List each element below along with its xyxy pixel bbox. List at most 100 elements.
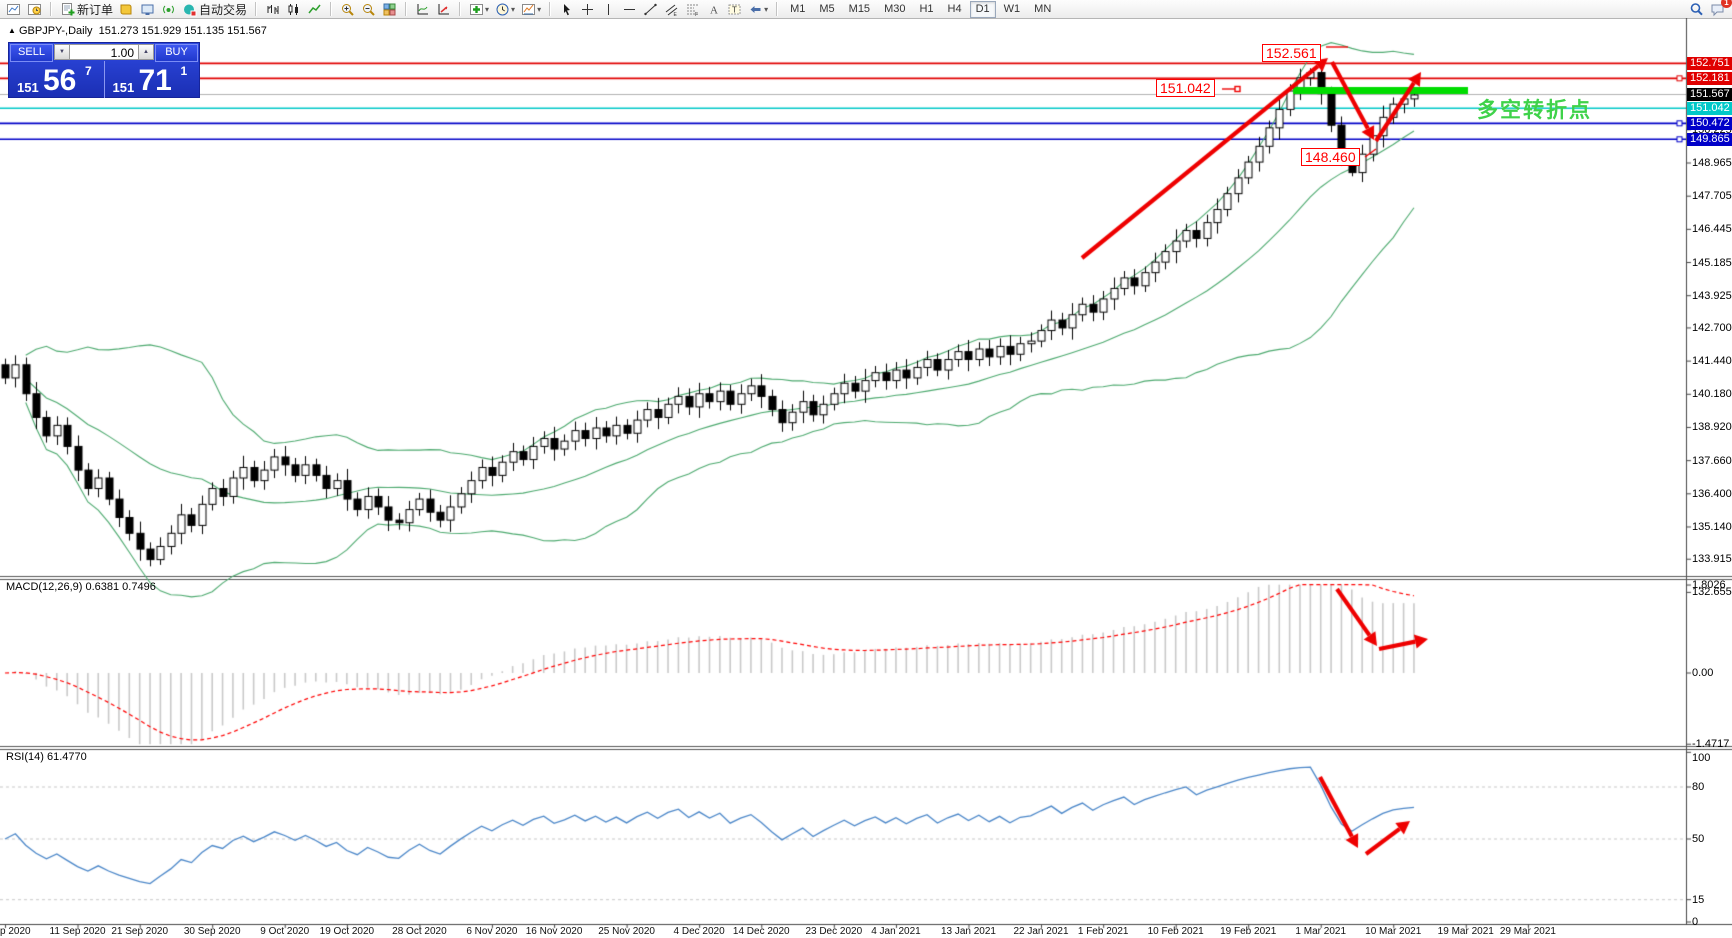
chevron-down-icon[interactable]: ▾	[485, 4, 490, 14]
toolbar-group-3	[334, 0, 403, 18]
toolbar-separator	[776, 2, 779, 16]
date-label: 2 Sep 2020	[0, 926, 31, 937]
date-label: 1 Mar 2021	[1295, 926, 1347, 937]
timeframe-button-d1[interactable]: D1	[969, 0, 996, 18]
indicator-window-button[interactable]	[412, 0, 433, 18]
volume-decrease-button[interactable]: ▼	[54, 44, 70, 60]
chevron-down-icon[interactable]: ▾	[537, 4, 542, 14]
zoom-in-button[interactable]	[337, 0, 358, 18]
notification-count-badge: 1	[1721, 0, 1732, 8]
fibonacci-button[interactable]: F	[682, 0, 703, 18]
axis-tick-label: 0	[1692, 916, 1699, 928]
line-chart-mode-button[interactable]	[304, 0, 325, 18]
timeframe-button-h1[interactable]: H1	[919, 2, 934, 15]
text-label-button[interactable]: T	[724, 0, 745, 18]
toolbar-button-label: 新订单	[77, 2, 114, 17]
axis-tick-label: 146.445	[1692, 223, 1732, 236]
vertical-line-icon	[601, 2, 616, 17]
signals-button[interactable]	[158, 0, 179, 18]
timeframe-button-w1[interactable]: W1	[1003, 2, 1021, 15]
text-button[interactable]: A	[703, 0, 724, 18]
text-label-icon: T	[727, 2, 742, 17]
new-order-button[interactable]: 新订单	[57, 0, 116, 18]
cursor-button[interactable]	[556, 0, 577, 18]
candlestick-mode-button[interactable]	[283, 0, 304, 18]
timeframe-toolbar: M1 M5 M15 M30 H1 H4 D1 W1 MN	[780, 0, 1061, 18]
axis-tick-label: 147.705	[1692, 190, 1732, 203]
date-label: 10 Mar 2021	[1365, 926, 1422, 937]
price-badge-151.042: 151.042	[1687, 101, 1732, 115]
axis-tick-label: 100	[1692, 752, 1711, 764]
sell-button[interactable]: SELL	[10, 44, 53, 62]
template-button[interactable]: ▾	[518, 0, 544, 18]
date-label: 29 Mar 2021	[1499, 926, 1556, 937]
timeframe-button-m15[interactable]: M15	[848, 2, 871, 15]
new-order-icon	[60, 2, 75, 17]
equidistant-channel-button[interactable]: E	[661, 0, 682, 18]
zoom-out-icon	[361, 2, 376, 17]
zoom-in-icon	[340, 2, 355, 17]
buy-button[interactable]: BUY	[155, 44, 198, 62]
trendline-button[interactable]	[640, 0, 661, 18]
date-label: 1 Feb 2021	[1077, 926, 1129, 937]
zoom-out-button[interactable]	[358, 0, 379, 18]
bid-price: 151 56 7	[9, 61, 105, 98]
price-badge-152.751: 152.751	[1687, 56, 1732, 70]
collapse-triangle-icon[interactable]: ▲	[8, 26, 16, 35]
add-indicator-icon	[469, 2, 484, 17]
axis-tick-label: 15	[1692, 893, 1705, 906]
peak-price-label: 152.561	[1262, 44, 1321, 62]
notifications-button[interactable]: 1	[1707, 0, 1732, 18]
history-center-icon	[119, 2, 134, 17]
chart-profile-button[interactable]	[24, 0, 45, 18]
timeframe-button-m30[interactable]: M30	[884, 2, 906, 15]
bid-pip-digit: 7	[85, 64, 92, 78]
date-label: 9 Oct 2020	[260, 926, 310, 937]
toolbar-group-6: E F A T ▾	[553, 0, 774, 18]
vertical-line-button[interactable]	[598, 0, 619, 18]
history-center-button[interactable]	[116, 0, 137, 18]
tile-windows-button[interactable]	[379, 0, 400, 18]
add-indicator-button[interactable]: ▾	[466, 0, 492, 18]
indicator-cursor-button[interactable]	[433, 0, 454, 18]
search-icon	[1689, 2, 1704, 17]
date-label: 13 Jan 2021	[940, 926, 996, 937]
axis-tick-label: 133.915	[1692, 553, 1732, 566]
horizontal-line-button[interactable]	[619, 0, 640, 18]
timeframe-button-m1[interactable]: M1	[790, 2, 806, 15]
chevron-down-icon[interactable]: ▾	[511, 4, 516, 14]
axis-tick-label: 141.440	[1692, 355, 1732, 368]
autotrading-button[interactable]: 自动交易	[179, 0, 250, 18]
axis-tick-label: 140.180	[1692, 388, 1732, 401]
date-label: 25 Nov 2020	[598, 926, 655, 937]
axis-tick-label: 145.185	[1692, 256, 1732, 269]
axis-tick-label: 50	[1692, 833, 1705, 845]
toolbar-separator	[50, 2, 52, 16]
axis-tick-label: 132.655	[1692, 586, 1732, 599]
price-badge-149.865: 149.865	[1687, 132, 1732, 146]
period-clock-button[interactable]: ▾	[492, 0, 518, 18]
chevron-down-icon[interactable]: ▾	[764, 4, 769, 14]
crosshair-button[interactable]	[577, 0, 598, 18]
timeframe-button-mn[interactable]: MN	[1034, 2, 1052, 15]
bar-chart-mode-button[interactable]	[262, 0, 283, 18]
axis-tick-label: 135.140	[1692, 520, 1732, 533]
cursor-icon	[559, 2, 574, 17]
volume-input[interactable]: 1.00	[70, 44, 138, 60]
timeframe-button-m5[interactable]: M5	[819, 2, 835, 15]
new-chart-button[interactable]	[3, 0, 24, 18]
timeframe-button-h4[interactable]: H4	[947, 2, 962, 15]
crosshair-icon	[580, 2, 595, 17]
axis-tick-label: 142.700	[1692, 321, 1732, 334]
chart-canvas[interactable]	[0, 18, 1732, 938]
one-click-trading-panel: SELL ▼ 1.00 ▲ BUY 151 56 7 151 71 1	[8, 42, 200, 98]
low-price-label: 148.460	[1301, 148, 1360, 166]
search-button[interactable]	[1686, 0, 1707, 18]
volume-increase-button[interactable]: ▲	[138, 44, 154, 60]
date-label: 23 Dec 2020	[805, 926, 863, 937]
shapes-button[interactable]: ▾	[745, 0, 771, 18]
toolbar-separator	[549, 2, 552, 16]
market-watch-button[interactable]	[137, 0, 158, 18]
axis-tick-label: 80	[1692, 781, 1705, 793]
tile-windows-icon	[382, 2, 397, 17]
